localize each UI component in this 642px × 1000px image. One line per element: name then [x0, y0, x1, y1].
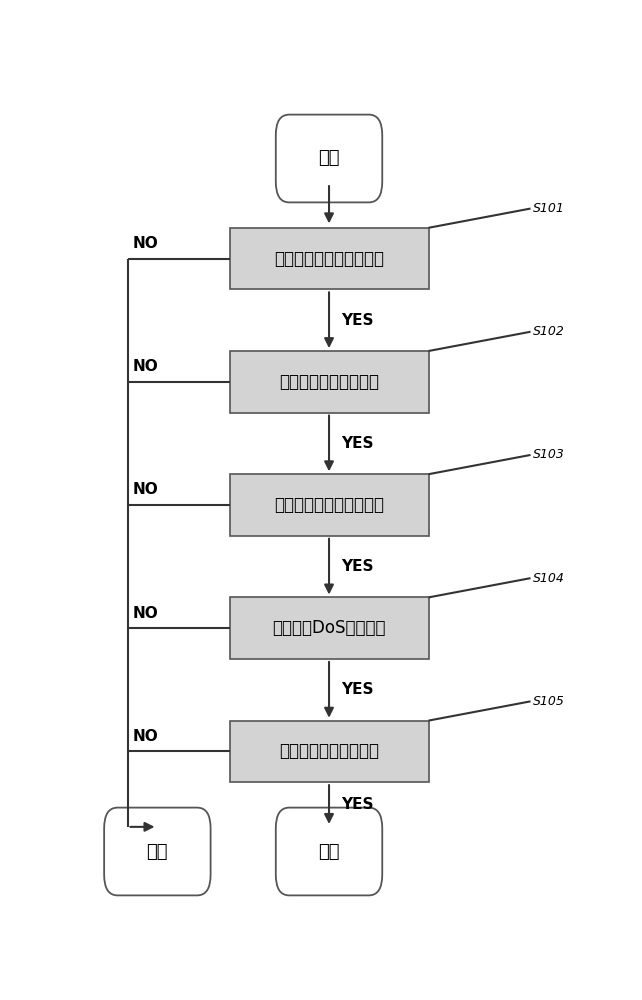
Text: S105: S105: [533, 695, 565, 708]
FancyBboxPatch shape: [230, 597, 429, 659]
Text: YES: YES: [342, 559, 374, 574]
FancyBboxPatch shape: [276, 808, 382, 895]
Text: NO: NO: [132, 729, 158, 744]
Text: 开始: 开始: [318, 149, 340, 167]
FancyBboxPatch shape: [230, 351, 429, 413]
Text: NO: NO: [132, 359, 158, 374]
Text: NO: NO: [132, 236, 158, 251]
Text: 目标网络DoS攻击检测: 目标网络DoS攻击检测: [272, 619, 386, 637]
FancyBboxPatch shape: [230, 721, 429, 782]
Text: YES: YES: [342, 313, 374, 328]
Text: S103: S103: [533, 448, 565, 461]
Text: YES: YES: [342, 797, 374, 812]
Text: YES: YES: [342, 682, 374, 697]
Text: 结束: 结束: [318, 842, 340, 860]
Text: NO: NO: [132, 605, 158, 620]
Text: 网络设备状态一致性检测: 网络设备状态一致性检测: [274, 250, 384, 268]
Text: S101: S101: [533, 202, 565, 215]
FancyBboxPatch shape: [276, 115, 382, 202]
FancyBboxPatch shape: [230, 228, 429, 289]
Text: NO: NO: [132, 482, 158, 497]
Text: S104: S104: [533, 572, 565, 585]
Text: 地址转发表正确性检测: 地址转发表正确性检测: [279, 742, 379, 760]
Text: YES: YES: [342, 436, 374, 451]
Text: 网络设备拥塞异常检测: 网络设备拥塞异常检测: [279, 373, 379, 391]
Text: 报警: 报警: [146, 842, 168, 860]
FancyBboxPatch shape: [230, 474, 429, 536]
Text: 链路丢包异常检测与定位: 链路丢包异常检测与定位: [274, 496, 384, 514]
Text: S102: S102: [533, 325, 565, 338]
FancyBboxPatch shape: [104, 808, 211, 895]
